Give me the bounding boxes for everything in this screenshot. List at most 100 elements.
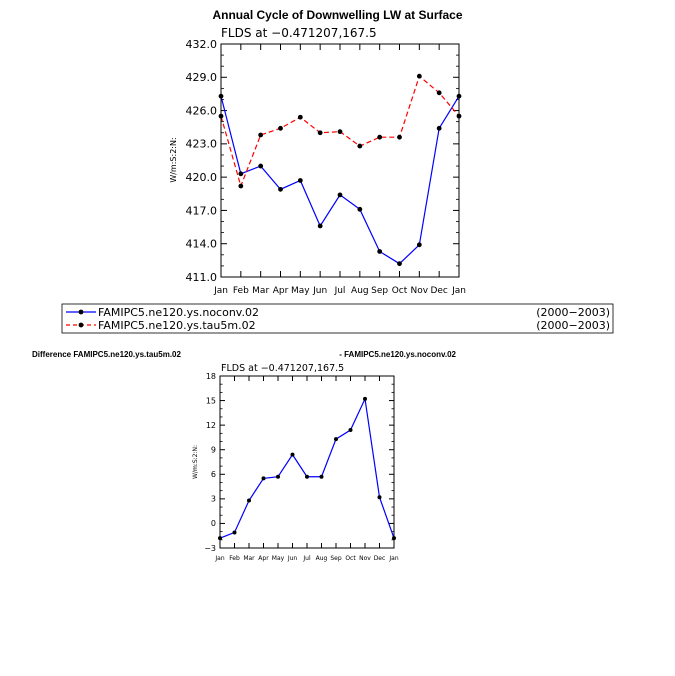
chart-2-ytick-label: 6	[211, 470, 216, 479]
chart-1-series-2-point	[416, 73, 422, 79]
chart-1-series-2-point	[238, 183, 244, 189]
chart-2-ticks: −3 0 3 6 9 12 15 18 Jan Feb Mar Apr May Jun Jul Aug Sep O…	[204, 372, 399, 562]
chart-1-ytick-label: 426.0	[186, 104, 218, 117]
chart-2-series-1-point	[377, 495, 382, 500]
chart-1-xtick-label: Aug	[351, 286, 369, 296]
chart-2-ytick-label: 18	[206, 372, 216, 381]
chart-2-xtick-label: Jun	[287, 555, 298, 562]
chart-2-series-1-point	[232, 530, 237, 535]
chart-2-xtick-label: Jul	[302, 555, 311, 562]
chart-1-series-1-point	[436, 125, 442, 131]
chart-2-xtick-label: Dec	[374, 555, 386, 562]
chart-2-series-1-point	[290, 452, 295, 457]
chart-2-series-1-point	[319, 474, 324, 479]
chart-1-series-line-1	[220, 95, 460, 265]
chart-2-xtick-label: May	[272, 555, 285, 562]
chart-1-series-1-point	[357, 206, 363, 212]
chart-1-series-1-point	[238, 171, 244, 177]
chart-2-xtick-label: Apr	[258, 555, 269, 562]
chart-2-series-1-point	[363, 396, 367, 401]
chart-1-y-axis-label: W/m:S:2:N:	[169, 137, 178, 182]
chart-1-xtick-label: Sep	[371, 286, 388, 296]
chart-1-ytick-label: 414.0	[186, 238, 218, 251]
chart-2-title-left: Difference FAMIPC5.ne120.ys.tau5m.02	[32, 350, 182, 359]
chart-1-xtick-label: Nov	[411, 286, 429, 296]
chart-2-ytick-label: 9	[211, 446, 216, 455]
chart-2-ytick-label: 3	[211, 495, 216, 504]
chart-2-series-1-point	[247, 498, 251, 503]
chart-2-subtitle: FLDS at −0.471207,167.5	[221, 363, 344, 374]
chart-2-y-axis-label: W/m:S:2:N:	[192, 445, 199, 479]
chart-1-xtick-label: Jan	[213, 286, 228, 296]
chart-1-xtick-label: Apr	[273, 286, 289, 296]
chart-2-xtick-label: Aug	[316, 555, 328, 562]
chart-2-xtick-label: Mar	[243, 555, 255, 562]
chart-1-series-2-point	[436, 90, 442, 96]
chart-1-ytick-label: 429.0	[186, 71, 218, 84]
chart-1-series-1-point	[416, 242, 422, 248]
chart-1-series-1-point	[337, 192, 343, 198]
legend-label-noconv: FAMIPC5.ne120.ys.noconv.02	[98, 306, 259, 319]
chart-1-xtick-label: Jun	[312, 286, 327, 296]
chart-2-ytick-label: 12	[206, 421, 216, 430]
chart-1-xtick-label: Jul	[334, 286, 346, 296]
chart-2-plot-frame	[219, 375, 395, 549]
chart-2: Difference FAMIPC5.ne120.ys.tau5m.02 - F…	[32, 350, 457, 562]
chart-1-ytick-label: 411.0	[186, 271, 218, 284]
chart-1-series-1-point	[397, 261, 402, 267]
chart-1-series	[218, 73, 462, 267]
chart-1-series-2-point	[357, 143, 363, 149]
chart-1-ytick-label: 417.0	[186, 204, 218, 217]
chart-1-series-1-point	[297, 178, 303, 183]
chart-2-series	[218, 396, 396, 541]
chart-1-series-1-point	[317, 223, 323, 229]
chart-1: Annual Cycle of Downwelling LW at Surfac…	[169, 8, 466, 296]
chart-2-ytick-label: −3	[204, 544, 216, 553]
chart-1-series-1-point	[258, 163, 264, 169]
chart-1-xtick-label: Dec	[430, 286, 447, 296]
chart-1-series-2-point	[278, 125, 283, 131]
chart-2-title-right: - FAMIPC5.ne120.ys.noconv.02	[339, 350, 456, 359]
chart-2-xtick-label: Nov	[359, 555, 371, 562]
legend-label-tau5m: FAMIPC5.ne120.ys.tau5m.02	[98, 319, 256, 332]
chart-1-series-2-point	[397, 134, 402, 140]
chart-1-ticks: 411.0 414.0 417.0 420.0 423.0 426.0 429.0 432.0…	[186, 38, 466, 296]
chart-1-xtick-label: Feb	[233, 286, 249, 296]
legend-period-tau5m: (2000−2003)	[536, 319, 610, 332]
chart-1-series-1-point	[278, 186, 283, 192]
chart-1-plot-frame	[220, 43, 460, 278]
chart-1-ytick-label: 420.0	[186, 171, 218, 184]
chart-2-xtick-label: Sep	[330, 555, 342, 562]
chart-2-series-line-1	[219, 396, 395, 539]
chart-1-series-2-point	[258, 132, 264, 138]
chart-1-ytick-label: 423.0	[186, 138, 218, 151]
chart-1-xtick-label: Oct	[392, 286, 408, 296]
chart-2-ytick-label: 0	[211, 519, 216, 528]
chart-2-series-1-point	[261, 476, 266, 481]
legend-marker-tau5m	[78, 322, 84, 328]
chart-2-series-1-point	[348, 428, 353, 433]
legend: FAMIPC5.ne120.ys.noconv.02 (2000−2003) F…	[61, 303, 614, 334]
chart-1-xtick-label: May	[291, 286, 310, 296]
chart-1-series-2-point	[317, 130, 323, 136]
chart-1-series-1-point	[377, 249, 383, 254]
chart-2-xtick-label: Jan	[214, 555, 224, 562]
chart-1-xtick-label: Mar	[252, 286, 269, 296]
chart-1-series-2-point	[337, 129, 343, 135]
chart-2-series-1-point	[305, 474, 309, 479]
chart-2-series-1-point	[276, 474, 280, 479]
chart-2-xtick-label: Oct	[345, 555, 356, 562]
legend-period-noconv: (2000−2003)	[536, 306, 610, 319]
legend-box	[61, 303, 614, 334]
chart-1-ytick-label: 432.0	[186, 38, 218, 51]
chart-2-xtick-label: Jan	[388, 555, 398, 562]
chart-1-title: Annual Cycle of Downwelling LW at Surfac…	[212, 8, 462, 22]
legend-marker-noconv	[78, 309, 84, 315]
chart-1-subtitle: FLDS at −0.471207,167.5	[221, 26, 377, 40]
chart-1-series-2-point	[377, 134, 383, 140]
chart-2-xtick-label: Feb	[229, 555, 240, 562]
chart-1-xtick-label: Jan	[451, 286, 466, 296]
chart-1-series-2-point	[297, 114, 303, 120]
chart-2-series-1-point	[334, 437, 338, 442]
